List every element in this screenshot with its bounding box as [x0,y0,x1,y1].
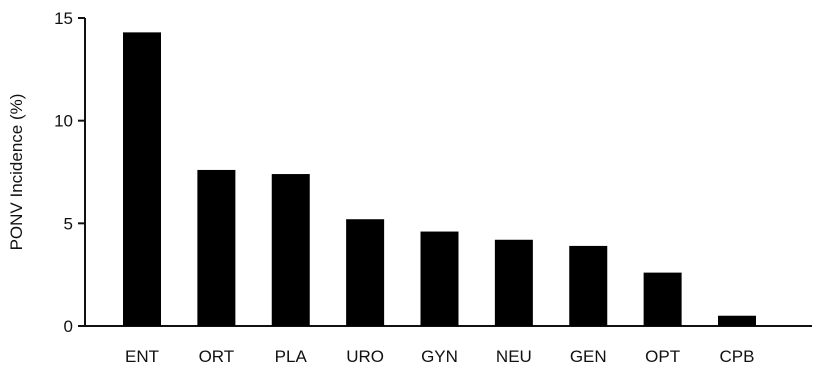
y-axis-label: PONV Incidence (%) [7,94,26,251]
bars [123,32,756,326]
y-tick-label: 5 [64,214,73,233]
bar-gen [569,246,607,326]
bar-uro [346,219,384,326]
bar-ent [123,32,161,326]
bar-ort [197,170,235,326]
x-tick-label-opt: OPT [645,347,680,366]
x-tick-label-neu: NEU [496,347,532,366]
x-tick-label-pla: PLA [275,347,308,366]
bar-cpb [718,316,756,326]
y-tick-label: 10 [54,112,73,131]
x-tick-label-gen: GEN [570,347,607,366]
bar-gyn [421,232,459,326]
x-tick-label-ent: ENT [125,347,159,366]
x-tick-label-uro: URO [346,347,384,366]
bar-pla [272,174,310,326]
bar-opt [644,273,682,326]
x-tick-label-gyn: GYN [421,347,458,366]
bar-neu [495,240,533,326]
y-ticks: 0 5 10 15 [54,9,85,336]
x-tick-label-ort: ORT [199,347,235,366]
y-tick-label: 15 [54,9,73,28]
x-tick-label-cpb: CPB [720,347,755,366]
x-tick-labels: ENT ORT PLA URO GYN NEU GEN OPT CPB [125,347,754,366]
y-tick-label: 0 [64,317,73,336]
